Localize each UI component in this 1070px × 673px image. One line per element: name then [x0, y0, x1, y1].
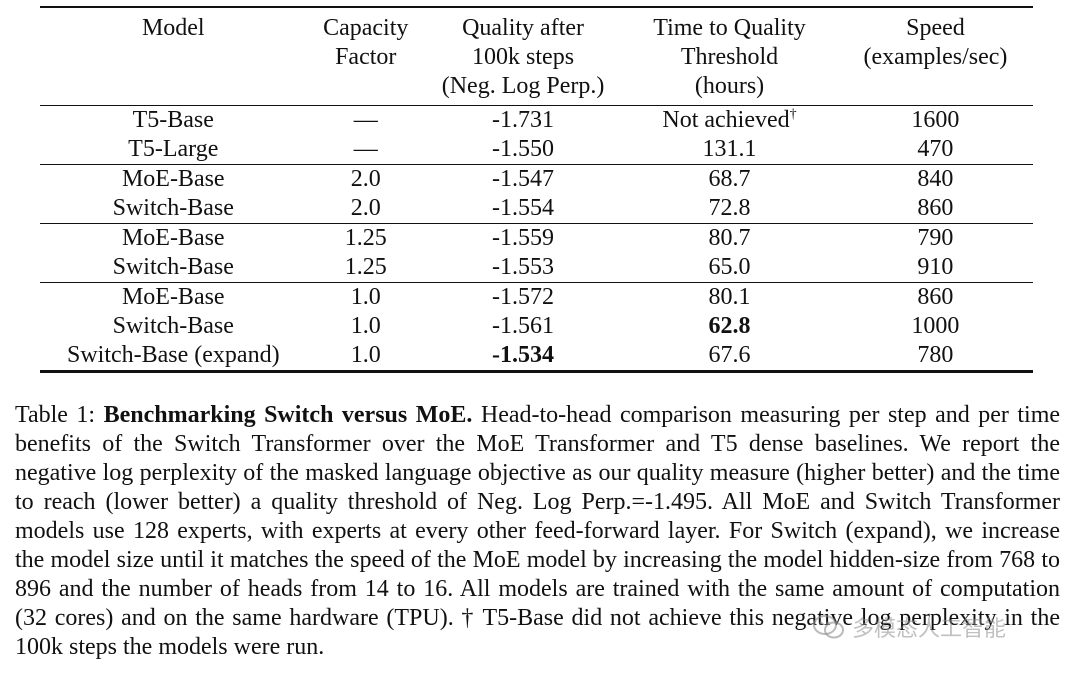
results-table-container: Model Capacity Factor Quality after 100k… — [40, 6, 1033, 373]
cell-time: Not achieved† — [662, 107, 797, 133]
cell-time: 131.1 — [702, 136, 757, 162]
table-caption: Table 1: Benchmarking Switch versus MoE.… — [15, 401, 1060, 662]
cell-time: 65.0 — [708, 254, 751, 280]
cell-speed: 780 — [917, 342, 954, 368]
cell-model: MoE-Base — [121, 284, 225, 310]
cell-speed: 790 — [917, 225, 954, 251]
header-quality: Quality after 100k steps (Neg. Log Perp.… — [441, 15, 605, 99]
table-row: Switch-Base 2.0 -1.554 72.8 860 — [40, 194, 1033, 224]
table-group-capacity-1: MoE-Base 1.0 -1.572 80.1 860 Switch-Base… — [40, 282, 1033, 372]
cell-quality: -1.554 — [492, 195, 555, 221]
cell-quality: -1.731 — [492, 107, 555, 133]
header-time-to-quality: Time to Quality Threshold (hours) — [653, 15, 806, 99]
cell-capacity: 2.0 — [350, 195, 381, 221]
table-group-dense: T5-Base — -1.731 Not achieved† 1600 T5-L… — [40, 105, 1033, 165]
cell-quality: -1.572 — [492, 284, 555, 310]
table-row: Switch-Base 1.0 -1.561 62.8 1000 — [40, 312, 1033, 341]
watermark-text: 多模态人工智能 — [852, 617, 1007, 642]
cell-model: MoE-Base — [121, 225, 225, 251]
cell-model: T5-Large — [128, 136, 219, 162]
header-model: Model — [141, 15, 205, 41]
cell-model: Switch-Base — [112, 313, 234, 339]
table-row: T5-Large — -1.550 131.1 470 — [40, 135, 1033, 165]
cell-quality: -1.559 — [492, 225, 555, 251]
cell-quality: -1.550 — [492, 136, 555, 162]
cell-model: Switch-Base (expand) — [66, 342, 280, 368]
cell-capacity: 1.25 — [344, 225, 387, 251]
cell-time-best: 62.8 — [708, 313, 751, 339]
cell-model: Switch-Base — [112, 195, 234, 221]
table-row: Switch-Base (expand) 1.0 -1.534 67.6 780 — [40, 341, 1033, 372]
cell-time: 72.8 — [708, 195, 751, 221]
watermark: 多模态人工智能 — [812, 612, 1052, 642]
table-header-row: Model Capacity Factor Quality after 100k… — [40, 7, 1033, 106]
cell-quality: -1.561 — [492, 313, 555, 339]
caption-title: Benchmarking Switch versus MoE. — [103, 402, 473, 428]
caption-body: Head-to-head comparison measuring per st… — [15, 402, 1061, 660]
cell-capacity: 1.0 — [350, 313, 381, 339]
cell-quality: -1.553 — [492, 254, 555, 280]
cell-capacity: 1.0 — [350, 342, 381, 368]
cell-quality-best: -1.534 — [492, 342, 555, 368]
cell-capacity: 2.0 — [350, 166, 381, 192]
table-row: MoE-Base 1.25 -1.559 80.7 790 — [40, 224, 1033, 254]
cell-speed: 840 — [917, 166, 954, 192]
cell-speed: 470 — [917, 136, 954, 162]
cell-time: 80.1 — [708, 284, 751, 310]
table-row: MoE-Base 2.0 -1.547 68.7 840 — [40, 165, 1033, 195]
cell-quality: -1.547 — [492, 166, 555, 192]
cell-time: 68.7 — [708, 166, 751, 192]
cell-capacity: — — [353, 107, 378, 133]
cell-speed: 910 — [917, 254, 954, 280]
cell-speed: 1600 — [911, 107, 960, 133]
cell-model: MoE-Base — [121, 166, 225, 192]
wechat-icon — [813, 615, 844, 639]
cell-model: T5-Base — [132, 107, 214, 133]
cell-speed: 860 — [917, 195, 954, 221]
table-row: T5-Base — -1.731 Not achieved† 1600 — [40, 106, 1033, 136]
table-group-capacity-1-25: MoE-Base 1.25 -1.559 80.7 790 Switch-Bas… — [40, 223, 1033, 283]
cell-capacity: 1.25 — [344, 254, 387, 280]
table-row: Switch-Base 1.25 -1.553 65.0 910 — [40, 253, 1033, 283]
cell-capacity: 1.0 — [350, 284, 381, 310]
table-group-capacity-2: MoE-Base 2.0 -1.547 68.7 840 Switch-Base… — [40, 164, 1033, 224]
header-capacity-factor: Capacity Factor — [323, 15, 409, 70]
cell-speed: 1000 — [911, 313, 960, 339]
cell-time: 80.7 — [708, 225, 751, 251]
cell-speed: 860 — [917, 284, 954, 310]
header-speed: Speed (examples/sec) — [863, 15, 1008, 70]
dagger-footnote-mark: † — [789, 107, 797, 122]
cell-capacity: — — [353, 136, 378, 162]
results-table: Model Capacity Factor Quality after 100k… — [40, 6, 1033, 373]
table-row: MoE-Base 1.0 -1.572 80.1 860 — [40, 283, 1033, 313]
caption-label: Table 1: — [15, 402, 96, 428]
cell-model: Switch-Base — [112, 254, 234, 280]
cell-time: 67.6 — [708, 342, 751, 368]
